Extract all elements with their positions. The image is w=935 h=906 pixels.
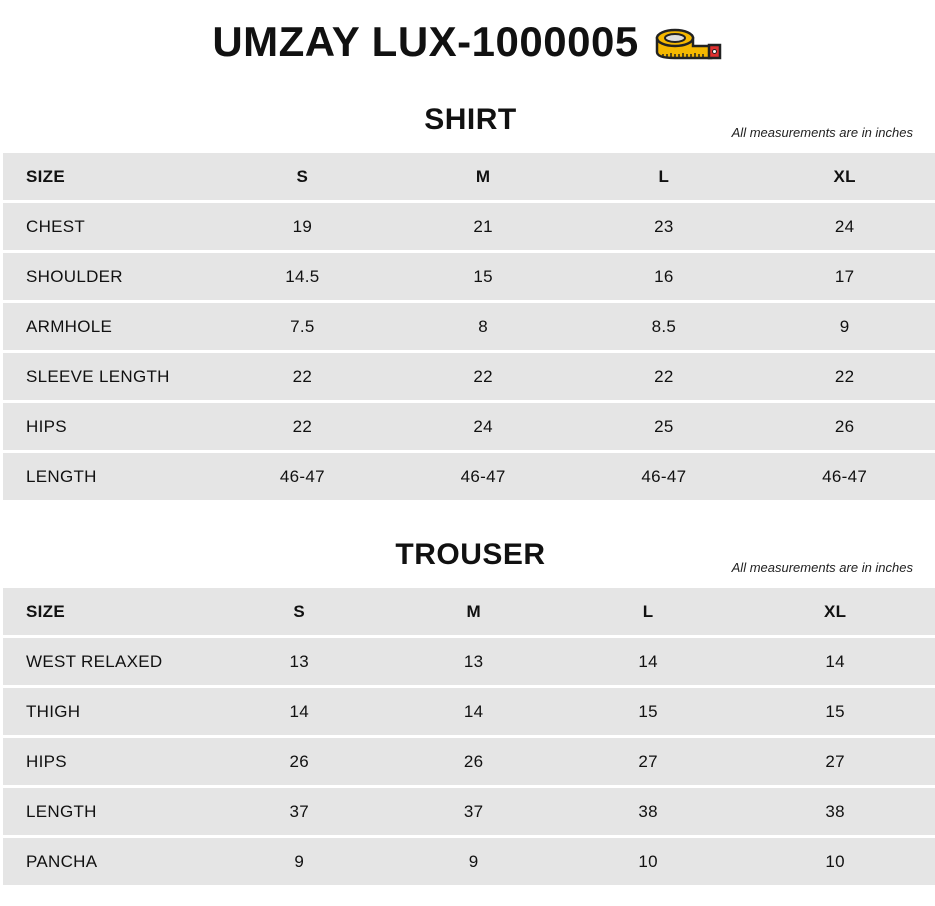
table-cell: 46-47 [573,453,755,500]
table-cell: 16 [573,253,755,300]
table-cell: 15 [560,688,736,735]
table-row: WEST RELAXED 13 13 14 14 [3,638,935,685]
table-row: HIPS 26 26 27 27 [3,738,935,785]
row-label: HIPS [3,738,212,785]
row-label: LENGTH [3,788,212,835]
row-label: ARMHOLE [3,303,212,350]
table-cell: 22 [392,353,574,400]
shirt-section: SHIRT All measurements are in inches SIZ… [3,103,935,503]
table-cell: 14 [735,638,935,685]
table-cell: 13 [212,638,387,685]
table-cell: 15 [392,253,574,300]
table-cell: 14.5 [212,253,393,300]
table-cell: 19 [212,203,393,250]
table-cell: 37 [212,788,387,835]
table-row: ARMHOLE 7.5 8 8.5 9 [3,303,935,350]
measurement-note: All measurements are in inches [731,125,913,140]
table-cell: 17 [754,253,935,300]
measuring-tape-icon [655,28,721,60]
table-cell: 22 [754,353,935,400]
table-cell: 26 [386,738,561,785]
table-cell: 38 [560,788,736,835]
table-row: PANCHA 9 9 10 10 [3,838,935,885]
row-label: HIPS [3,403,212,450]
column-header: M [386,588,561,635]
column-header: XL [754,153,935,200]
table-cell: 22 [212,353,393,400]
row-label: THIGH [3,688,212,735]
table-cell: 46-47 [392,453,574,500]
column-header: L [573,153,755,200]
measurement-note: All measurements are in inches [731,560,913,575]
section-title: TROUSER [395,538,546,571]
table-cell: 24 [392,403,574,450]
title-text: UMZAY LUX-1000005 [212,18,639,65]
row-label: CHEST [3,203,212,250]
table-cell: 21 [392,203,574,250]
table-cell: 26 [212,738,387,785]
table-cell: 23 [573,203,755,250]
shirt-size-table: SIZE S M L XL CHEST 19 21 23 24 SHOULDER 14.5 15 16 17… [3,150,935,503]
table-row: LENGTH 37 37 38 38 [3,788,935,835]
table-cell: 26 [754,403,935,450]
column-header: S [212,153,393,200]
table-cell: 14 [212,688,387,735]
table-row: SLEEVE LENGTH 22 22 22 22 [3,353,935,400]
table-cell: 22 [212,403,393,450]
trouser-size-table: SIZE S M L XL WEST RELAXED 13 13 14 14 THIGH 14 14 15… [3,585,935,888]
table-row: CHEST 19 21 23 24 [3,203,935,250]
table-cell: 27 [735,738,935,785]
table-row: SHOULDER 14.5 15 16 17 [3,253,935,300]
table-cell: 8.5 [573,303,755,350]
row-label: SLEEVE LENGTH [3,353,212,400]
header-row: SIZE S M L XL [3,588,935,635]
row-label: WEST RELAXED [3,638,212,685]
table-cell: 15 [735,688,935,735]
table-cell: 14 [386,688,561,735]
table-cell: 25 [573,403,755,450]
column-header: XL [735,588,935,635]
table-cell: 9 [386,838,561,885]
table-cell: 22 [573,353,755,400]
table-row: LENGTH 46-47 46-47 46-47 46-47 [3,453,935,500]
table-cell: 38 [735,788,935,835]
header-row: SIZE S M L XL [3,153,935,200]
column-header: SIZE [3,588,212,635]
table-cell: 46-47 [754,453,935,500]
table-cell: 10 [735,838,935,885]
row-label: PANCHA [3,838,212,885]
table-cell: 27 [560,738,736,785]
column-header: L [560,588,736,635]
page-title: UMZAY LUX-1000005 [0,18,935,66]
table-cell: 46-47 [212,453,393,500]
row-label: LENGTH [3,453,212,500]
table-row: THIGH 14 14 15 15 [3,688,935,735]
table-cell: 9 [212,838,387,885]
column-header: S [212,588,387,635]
table-cell: 7.5 [212,303,393,350]
section-title: SHIRT [424,103,517,136]
table-cell: 8 [392,303,574,350]
column-header: SIZE [3,153,212,200]
table-cell: 24 [754,203,935,250]
table-cell: 9 [754,303,935,350]
table-cell: 13 [386,638,561,685]
table-row: HIPS 22 24 25 26 [3,403,935,450]
table-cell: 14 [560,638,736,685]
row-label: SHOULDER [3,253,212,300]
table-cell: 10 [560,838,736,885]
column-header: M [392,153,574,200]
table-cell: 37 [386,788,561,835]
trouser-section: TROUSER All measurements are in inches S… [3,538,935,888]
